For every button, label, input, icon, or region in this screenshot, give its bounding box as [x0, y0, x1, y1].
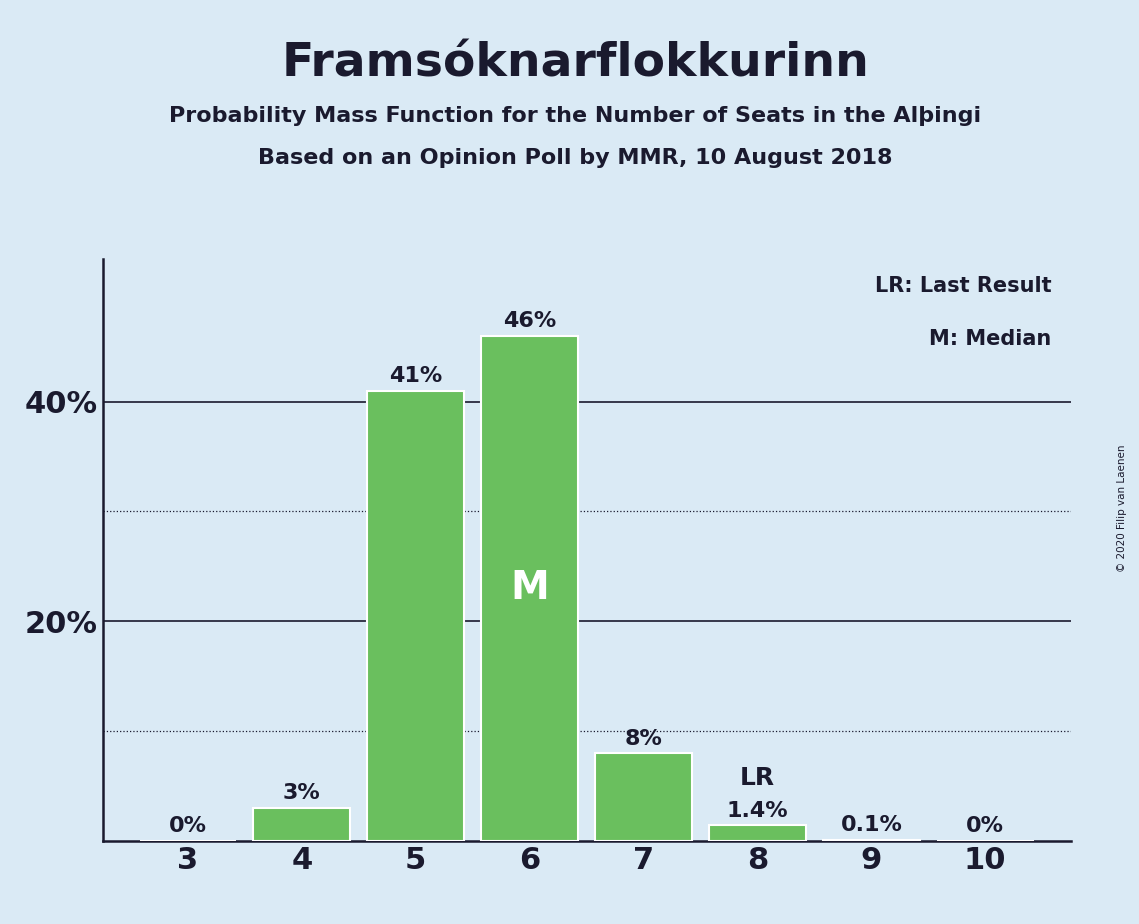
Bar — [822, 840, 919, 841]
Text: Framsóknarflokkurinn: Framsóknarflokkurinn — [281, 42, 869, 87]
Bar — [253, 808, 351, 841]
Bar — [708, 825, 806, 841]
Bar — [367, 391, 465, 841]
Text: 0%: 0% — [169, 817, 207, 836]
Text: 46%: 46% — [503, 311, 556, 331]
Text: Probability Mass Function for the Number of Seats in the Alþingi: Probability Mass Function for the Number… — [169, 106, 982, 127]
Text: 3%: 3% — [282, 784, 321, 804]
Text: 41%: 41% — [390, 366, 442, 386]
Text: 0%: 0% — [966, 817, 1005, 836]
Text: 0.1%: 0.1% — [841, 815, 902, 835]
Text: M: M — [510, 569, 549, 607]
Text: Based on an Opinion Poll by MMR, 10 August 2018: Based on an Opinion Poll by MMR, 10 Augu… — [257, 148, 893, 168]
Text: 1.4%: 1.4% — [727, 801, 788, 821]
Bar — [481, 335, 579, 841]
Text: M: Median: M: Median — [929, 329, 1051, 348]
Text: LR: LR — [740, 766, 775, 790]
Bar — [595, 753, 693, 841]
Text: 8%: 8% — [624, 729, 663, 748]
Text: LR: Last Result: LR: Last Result — [875, 276, 1051, 297]
Text: © 2020 Filip van Laenen: © 2020 Filip van Laenen — [1117, 444, 1126, 572]
